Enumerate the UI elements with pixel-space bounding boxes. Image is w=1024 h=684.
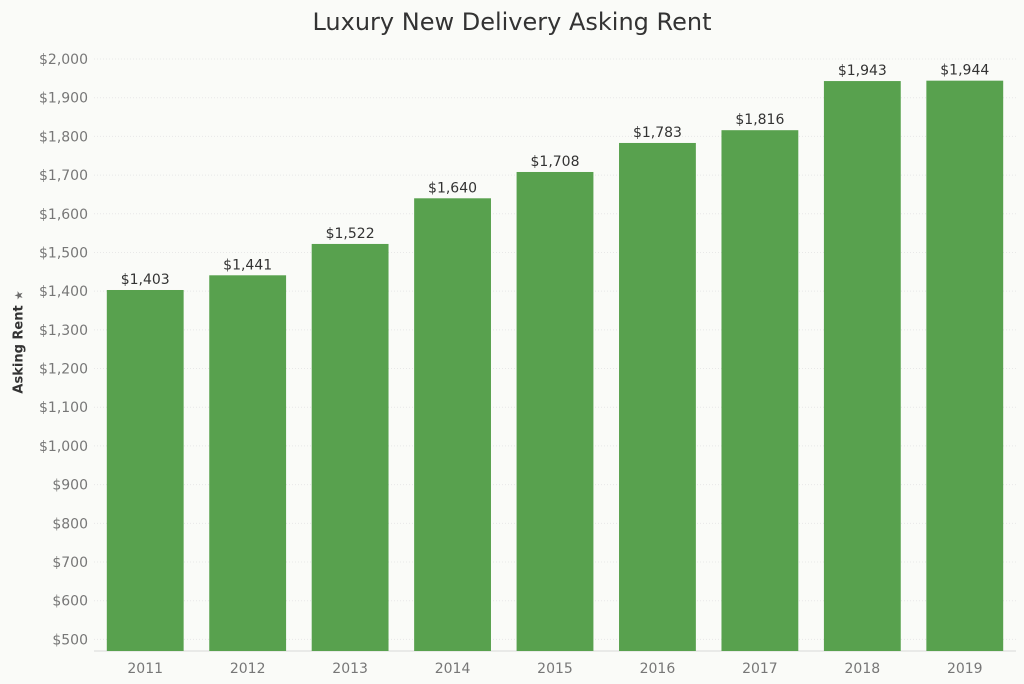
y-tick-label: $1,700 [39,168,88,184]
bar[interactable] [414,198,491,651]
y-tick-label: $600 [52,594,88,610]
data-label: $1,944 [940,63,989,79]
y-tick-label: $1,100 [39,400,88,416]
x-tick-label: 2012 [230,661,266,677]
x-tick-label: 2013 [332,661,368,677]
data-label: $1,640 [428,180,477,196]
bar[interactable] [926,80,1004,652]
data-label: $1,708 [531,154,580,170]
y-tick-label: $1,400 [39,284,88,300]
x-tick-label: 2017 [742,661,778,677]
y-tick-label: $1,600 [39,207,88,223]
bar[interactable] [311,243,389,651]
x-tick-label: 2019 [947,661,983,677]
bar[interactable] [106,289,184,651]
y-tick-label: $1,300 [39,323,88,339]
x-tick-label: 2011 [127,661,163,677]
data-label: $1,522 [326,226,375,242]
y-tick-label: $1,500 [39,245,88,261]
data-label: $1,816 [735,112,784,128]
bar[interactable] [516,171,594,651]
bar[interactable] [619,142,696,652]
data-label: $1,943 [838,63,887,79]
y-tick-label: $1,200 [39,362,88,378]
y-tick-label: $1,000 [39,439,88,455]
x-tick-label: 2018 [845,661,881,677]
data-label: $1,783 [633,125,682,141]
y-tick-label: $1,900 [39,91,88,107]
y-tick-label: $500 [52,632,88,648]
y-tick-label: $900 [52,478,88,494]
x-tick-label: 2015 [537,661,573,677]
y-tick-label: $1,800 [39,129,88,145]
y-tick-label: $800 [52,516,88,532]
data-label: $1,441 [223,257,272,273]
bar[interactable] [209,275,287,651]
x-tick-label: 2014 [435,661,471,677]
y-tick-label: $700 [52,555,88,571]
bar[interactable] [721,130,799,652]
y-tick-label: $2,000 [39,52,88,68]
bar[interactable] [823,81,901,651]
x-tick-label: 2016 [640,661,676,677]
chart-title: Luxury New Delivery Asking Rent [312,8,712,36]
data-label: $1,403 [121,272,170,288]
